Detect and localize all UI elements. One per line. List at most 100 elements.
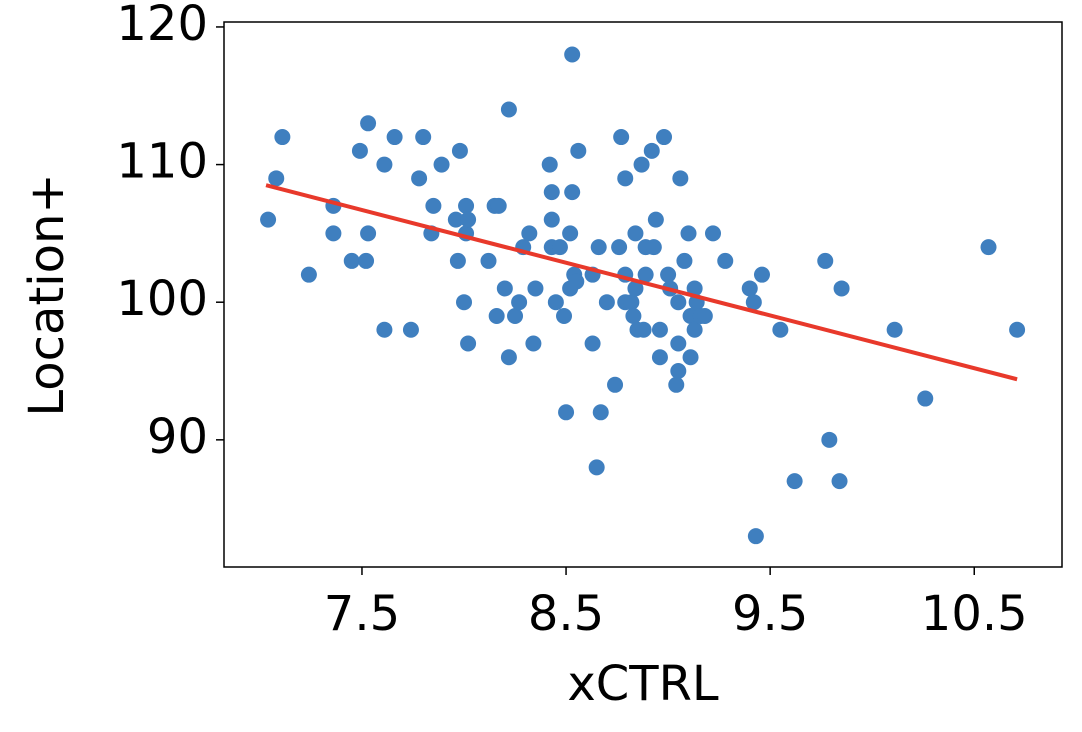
x-tick-label: 9.5 [732,586,808,642]
point [547,294,564,311]
point [831,473,848,490]
point [672,170,689,187]
trend-line [265,183,1018,382]
x-tick-label: 8.5 [528,586,604,642]
point [562,225,579,242]
point [376,156,393,173]
point [772,321,789,338]
point [625,307,642,324]
point [611,239,628,256]
point [570,142,587,159]
point [980,239,997,256]
point [360,115,377,132]
point [564,184,581,201]
point [358,252,375,269]
point [886,321,903,338]
point [480,252,497,269]
point [660,266,677,283]
point [451,142,468,159]
point [527,280,544,297]
point [645,239,662,256]
point [541,156,558,173]
point [670,294,687,311]
point [584,335,601,352]
point [817,252,834,269]
point [433,156,450,173]
point [564,46,581,63]
point [558,404,575,421]
point [551,239,568,256]
point [627,280,644,297]
point [500,101,517,118]
point [745,294,762,311]
point [607,376,624,393]
x-tick-label: 10.5 [921,586,1028,642]
point [617,170,634,187]
point [411,170,428,187]
y-tick-label: 110 [116,134,208,190]
point [686,321,703,338]
point [376,321,393,338]
point [656,129,673,146]
x-tick-label: 7.5 [324,586,400,642]
point [500,349,517,366]
point [260,211,277,228]
point [627,225,644,242]
point [460,335,477,352]
point [753,266,770,283]
y-tick-label: 100 [116,271,208,327]
point [360,225,377,242]
point [460,211,477,228]
point [425,197,442,214]
y-axis-label: Location+ [19,173,75,416]
point [456,294,473,311]
point [386,129,403,146]
point [635,321,652,338]
point [447,211,464,228]
point [543,184,560,201]
point [598,294,615,311]
point [590,239,607,256]
point [343,252,360,269]
point [268,170,285,187]
point [696,307,713,324]
point [588,459,605,476]
point [507,307,524,324]
point [402,321,419,338]
point [643,142,660,159]
point [686,280,703,297]
point [511,294,528,311]
point [351,142,368,159]
point [568,273,585,290]
point [705,225,722,242]
point [680,225,697,242]
point [521,225,538,242]
point [490,197,507,214]
point [651,321,668,338]
point [670,363,687,380]
y-tick-label: 90 [147,409,208,465]
point [682,349,699,366]
point [633,156,650,173]
point [741,280,758,297]
point [496,280,513,297]
point [525,335,542,352]
point [651,349,668,366]
point [556,307,573,324]
point [488,307,505,324]
point [670,335,687,352]
point [613,129,630,146]
point [821,431,838,448]
point [786,473,803,490]
x-axis-label: xCTRL [567,656,719,712]
point [415,129,432,146]
point [325,225,342,242]
plot-frame [223,21,1063,568]
point [668,376,685,393]
point [833,280,850,297]
point [1009,321,1026,338]
point [543,211,560,228]
point [676,252,693,269]
point [623,294,640,311]
point [747,528,764,545]
